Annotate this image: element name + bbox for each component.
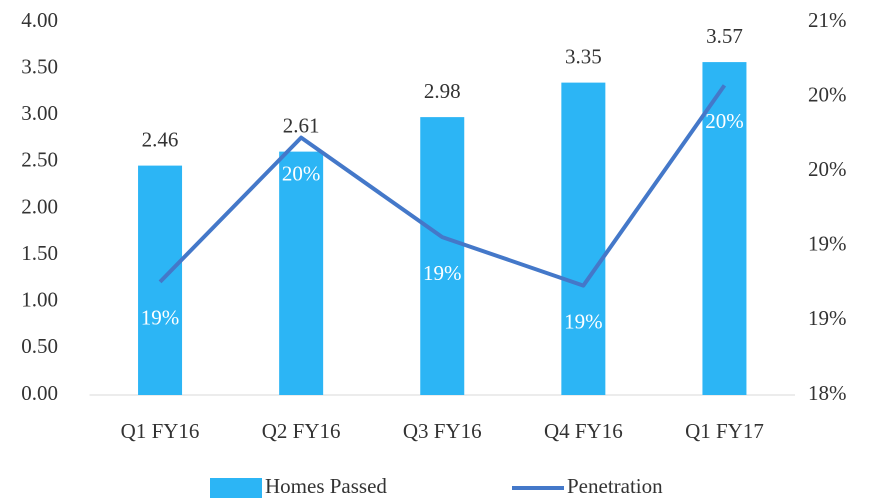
line-value-label: 20%: [282, 161, 321, 185]
bar: [420, 117, 465, 396]
y2-tick-label: 21%: [808, 8, 847, 32]
bar: [702, 62, 747, 395]
y-tick-label: 3.00: [21, 101, 58, 125]
x-tick-label: Q3 FY16: [403, 419, 482, 443]
x-tick-label: Q2 FY16: [262, 419, 341, 443]
bar-value-label: 2.46: [142, 127, 179, 151]
bar-value-label: 2.61: [283, 113, 320, 137]
line-value-label: 19%: [141, 306, 180, 330]
line-value-label: 19%: [564, 309, 603, 333]
bar-value-label: 3.57: [706, 24, 743, 48]
y-tick-label: 0.50: [21, 334, 58, 358]
y-tick-label: 1.50: [21, 241, 58, 265]
bar: [279, 151, 324, 395]
y2-tick-label: 18%: [808, 381, 847, 405]
y-tick-label: 0.00: [21, 381, 58, 405]
x-tick-label: Q1 FY16: [121, 419, 200, 443]
line: [158, 84, 727, 288]
y-tick-label: 3.50: [21, 54, 58, 78]
y2-tick-label: 20%: [808, 157, 847, 181]
y2-tick-label: 19%: [808, 306, 847, 330]
legend-swatch: [210, 478, 262, 498]
line-value-label: 19%: [423, 261, 462, 285]
legend-label: Penetration: [567, 474, 663, 498]
y-tick-label: 1.00: [21, 288, 58, 312]
bar: [561, 82, 606, 396]
y2-tick-label: 20%: [808, 82, 847, 106]
y-tick-label: 2.50: [21, 148, 58, 172]
y-tick-label: 4.00: [21, 8, 58, 32]
bar-value-label: 3.35: [565, 44, 602, 68]
y-tick-label: 2.00: [21, 194, 58, 218]
legend-label: Homes Passed: [265, 474, 387, 498]
line-value-label: 20%: [705, 109, 744, 133]
y2-tick-label: 19%: [808, 232, 847, 256]
x-tick-label: Q1 FY17: [685, 419, 764, 443]
x-tick-label: Q4 FY16: [544, 419, 623, 443]
bar-value-label: 2.98: [424, 79, 461, 103]
